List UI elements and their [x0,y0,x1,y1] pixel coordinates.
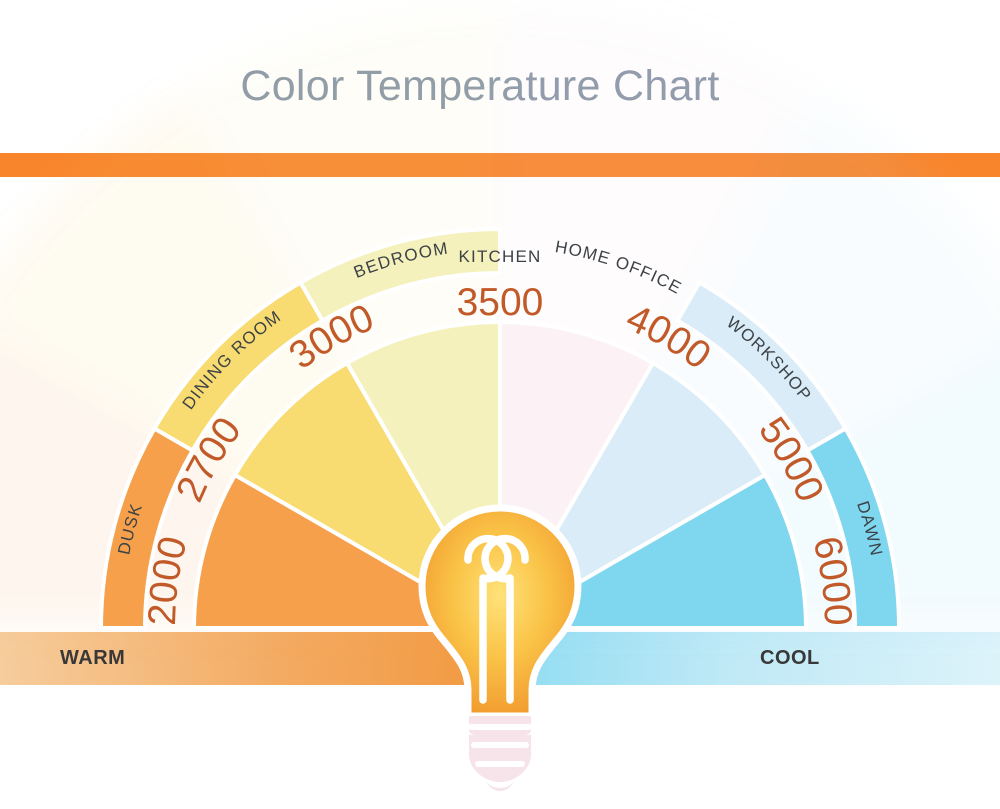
svg-text:KITCHEN: KITCHEN [458,247,541,266]
svg-text:3500: 3500 [457,281,544,324]
